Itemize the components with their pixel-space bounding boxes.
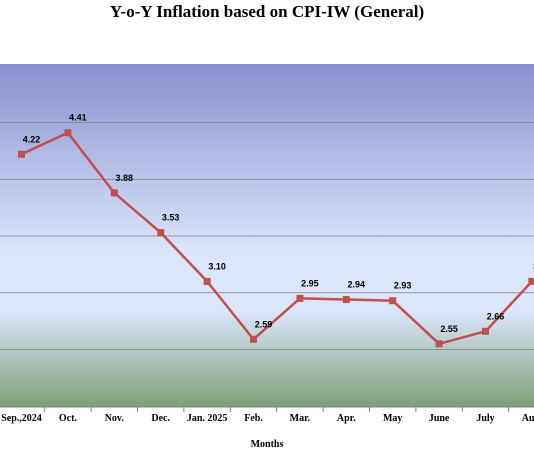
x-axis-ticks [44, 407, 510, 412]
x-tick-label: Jan. 2025 [187, 413, 228, 424]
x-tick-label: Dec. [151, 413, 170, 424]
data-point-marker [482, 327, 489, 335]
data-markers [18, 129, 534, 348]
data-label: 2.66 [487, 311, 505, 321]
data-point-marker [296, 294, 304, 302]
data-label: 4.41 [69, 113, 87, 123]
x-tick-label: Apr. [337, 413, 356, 424]
data-label: 3.10 [208, 261, 226, 271]
data-label: 2.94 [348, 280, 366, 290]
data-label: 2.59 [255, 319, 273, 329]
data-point-marker [157, 229, 165, 237]
data-label: 2.93 [394, 281, 412, 291]
data-point-marker [435, 340, 443, 348]
data-point-marker [250, 335, 257, 343]
data-point-marker [342, 296, 350, 304]
data-label: 2.95 [301, 278, 319, 288]
data-label: 3.53 [162, 213, 180, 223]
x-tick-label: June [429, 413, 450, 424]
x-tick-label: Mar. [290, 413, 311, 424]
x-tick-label: Sep.,2024 [1, 413, 42, 424]
data-point-marker [389, 297, 397, 305]
x-tick-labels: Sep.,2024 Oct. Nov. Dec. Jan. 2025 Feb. Mar. Ap… [1, 413, 534, 424]
data-point-marker [110, 189, 118, 197]
x-tick-label: Nov. [105, 413, 125, 424]
x-tick-label: Aug. [522, 413, 534, 424]
x-tick-label: May [383, 413, 402, 424]
data-point-marker [203, 277, 211, 285]
x-tick-label: Feb. [244, 413, 263, 424]
x-tick-label: July [476, 413, 494, 424]
chart-title: Y-o-Y Inflation based on CPI-IW (General… [109, 2, 425, 21]
x-axis-title: Months [251, 439, 284, 450]
data-point-marker [64, 129, 72, 137]
data-point-marker [528, 277, 534, 285]
data-label: 3.88 [116, 173, 134, 183]
grid-lines [0, 122, 534, 350]
data-label: 2.55 [440, 324, 458, 334]
data-point-marker [18, 150, 25, 158]
series-line [20, 131, 533, 346]
x-tick-label: Oct. [59, 413, 78, 424]
data-label: 4.22 [23, 134, 41, 144]
data-labels: 4.22 4.41 3.88 3.53 3.10 2.59 2.95 2.94 2.93 2.55… [23, 113, 534, 334]
